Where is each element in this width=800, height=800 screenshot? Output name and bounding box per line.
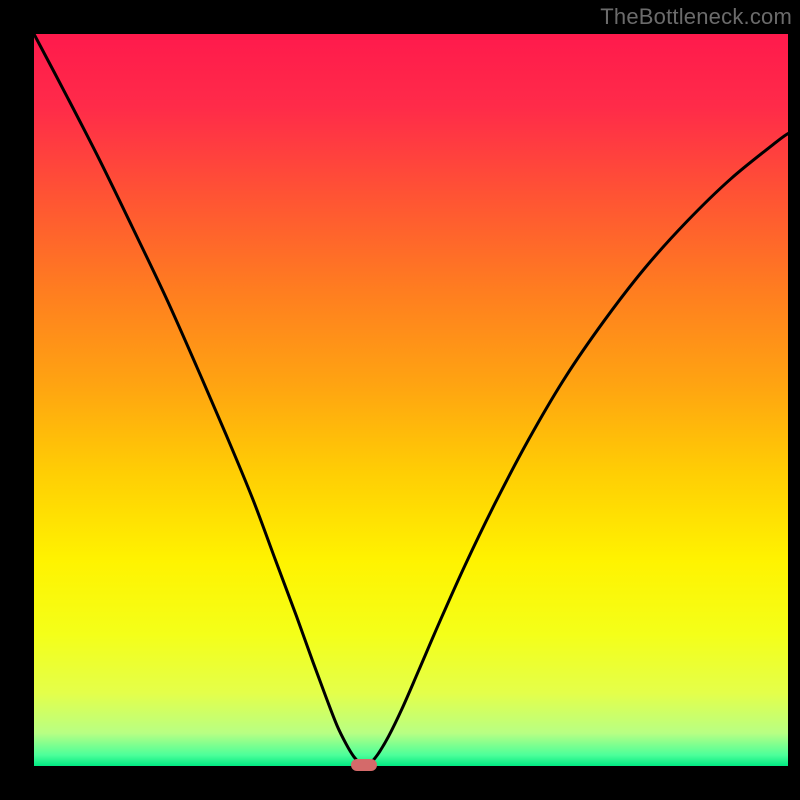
chart-background-gradient	[34, 34, 788, 766]
optimum-marker	[351, 759, 377, 771]
plot-area	[34, 34, 788, 766]
watermark-text: TheBottleneck.com	[600, 4, 792, 30]
